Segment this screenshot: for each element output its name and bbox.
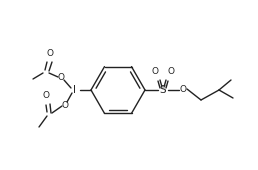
Text: O: O	[61, 100, 69, 109]
Text: S: S	[160, 85, 166, 95]
Text: O: O	[46, 49, 53, 58]
Text: O: O	[151, 67, 158, 76]
Text: O: O	[43, 91, 50, 100]
Text: O: O	[180, 86, 187, 95]
Text: O: O	[167, 67, 174, 76]
Text: O: O	[58, 73, 64, 82]
Text: I: I	[74, 85, 77, 95]
